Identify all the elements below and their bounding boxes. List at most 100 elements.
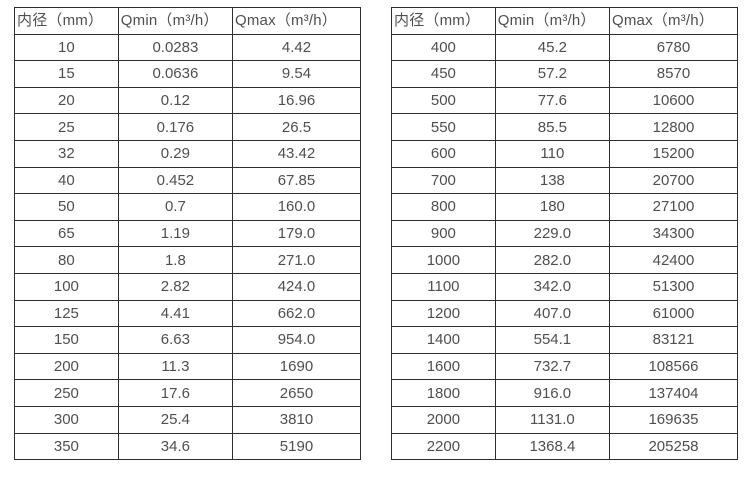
cell: 137404 <box>608 379 739 407</box>
cell: 3810 <box>231 405 362 434</box>
cell: 45.2 <box>494 33 610 62</box>
cell: 61000 <box>608 299 739 328</box>
cell: 0.0283 <box>117 33 233 62</box>
cell: 26.5 <box>231 113 362 141</box>
cell: 342.0 <box>494 272 610 301</box>
cell: 450 <box>391 60 496 88</box>
cell: 6.63 <box>117 326 233 354</box>
cell: 10 <box>14 33 119 62</box>
table-row: 65 1.19 179.0 <box>14 219 362 248</box>
header-row: 内径（mm） Qmin（m³/h） Qmax（m³/h） <box>391 7 739 35</box>
cell: 2000 <box>391 405 496 434</box>
cell: 100 <box>14 272 119 301</box>
table-row: 500 77.6 10600 <box>391 86 739 115</box>
cell: 40 <box>14 166 119 195</box>
cell: 1600 <box>391 352 496 381</box>
cell: 1.19 <box>117 219 233 248</box>
table-row: 2200 1368.4 205258 <box>391 432 739 461</box>
cell: 282.0 <box>494 246 610 274</box>
cell: 271.0 <box>231 246 362 274</box>
cell: 43.42 <box>231 139 362 168</box>
table-row: 1400 554.1 83121 <box>391 326 739 354</box>
cell: 15 <box>14 60 119 88</box>
table-row: 300 25.4 3810 <box>14 405 362 434</box>
header-qmax: Qmax（m³/h） <box>231 7 362 35</box>
cell: 2.82 <box>117 272 233 301</box>
cell: 1400 <box>391 326 496 354</box>
table-row: 250 17.6 2650 <box>14 379 362 407</box>
cell: 0.29 <box>117 139 233 168</box>
cell: 83121 <box>608 326 739 354</box>
cell: 0.452 <box>117 166 233 195</box>
tables-container: 内径（mm） Qmin（m³/h） Qmax（m³/h） 10 0.0283 4.4… <box>14 7 739 461</box>
header-diameter: 内径（mm） <box>14 7 119 35</box>
cell: 1368.4 <box>494 432 610 461</box>
table-row: 1800 916.0 137404 <box>391 379 739 407</box>
table-row: 125 4.41 662.0 <box>14 299 362 328</box>
table-row: 450 57.2 8570 <box>391 60 739 88</box>
table-row: 400 45.2 6780 <box>391 33 739 62</box>
spec-table-right: 内径（mm） Qmin（m³/h） Qmax（m³/h） 400 45.2 6780… <box>391 7 739 461</box>
cell: 50 <box>14 193 119 221</box>
cell: 229.0 <box>494 219 610 248</box>
cell: 900 <box>391 219 496 248</box>
table-row: 40 0.452 67.85 <box>14 166 362 195</box>
table-row: 50 0.7 160.0 <box>14 193 362 221</box>
cell: 500 <box>391 86 496 115</box>
cell: 0.12 <box>117 86 233 115</box>
table-row: 800 180 27100 <box>391 193 739 221</box>
table-row: 1200 407.0 61000 <box>391 299 739 328</box>
cell: 1000 <box>391 246 496 274</box>
cell: 32 <box>14 139 119 168</box>
cell: 65 <box>14 219 119 248</box>
cell: 20700 <box>608 166 739 195</box>
header-qmax: Qmax（m³/h） <box>608 7 739 35</box>
table-row: 1100 342.0 51300 <box>391 272 739 301</box>
cell: 169635 <box>608 405 739 434</box>
cell: 600 <box>391 139 496 168</box>
cell: 300 <box>14 405 119 434</box>
cell: 662.0 <box>231 299 362 328</box>
spec-table-right-body: 400 45.2 6780 450 57.2 8570 500 77.6 10600 550 85.… <box>391 33 739 461</box>
cell: 1100 <box>391 272 496 301</box>
cell: 250 <box>14 379 119 407</box>
table-row: 350 34.6 5190 <box>14 432 362 461</box>
cell: 1200 <box>391 299 496 328</box>
cell: 1800 <box>391 379 496 407</box>
cell: 4.41 <box>117 299 233 328</box>
cell: 200 <box>14 352 119 381</box>
cell: 554.1 <box>494 326 610 354</box>
header-diameter: 内径（mm） <box>391 7 496 35</box>
cell: 57.2 <box>494 60 610 88</box>
cell: 150 <box>14 326 119 354</box>
cell: 34.6 <box>117 432 233 461</box>
cell: 138 <box>494 166 610 195</box>
cell: 11.3 <box>117 352 233 381</box>
table-row: 150 6.63 954.0 <box>14 326 362 354</box>
cell: 20 <box>14 86 119 115</box>
table-row: 32 0.29 43.42 <box>14 139 362 168</box>
cell: 400 <box>391 33 496 62</box>
cell: 800 <box>391 193 496 221</box>
cell: 1690 <box>231 352 362 381</box>
table-row: 700 138 20700 <box>391 166 739 195</box>
cell: 179.0 <box>231 219 362 248</box>
cell: 9.54 <box>231 60 362 88</box>
cell: 350 <box>14 432 119 461</box>
cell: 407.0 <box>494 299 610 328</box>
table-row: 15 0.0636 9.54 <box>14 60 362 88</box>
cell: 85.5 <box>494 113 610 141</box>
cell: 732.7 <box>494 352 610 381</box>
cell: 0.176 <box>117 113 233 141</box>
cell: 550 <box>391 113 496 141</box>
cell: 80 <box>14 246 119 274</box>
cell: 8570 <box>608 60 739 88</box>
cell: 34300 <box>608 219 739 248</box>
cell: 17.6 <box>117 379 233 407</box>
cell: 0.7 <box>117 193 233 221</box>
header-qmin: Qmin（m³/h） <box>494 7 610 35</box>
cell: 27100 <box>608 193 739 221</box>
cell: 2200 <box>391 432 496 461</box>
table-row: 900 229.0 34300 <box>391 219 739 248</box>
cell: 77.6 <box>494 86 610 115</box>
